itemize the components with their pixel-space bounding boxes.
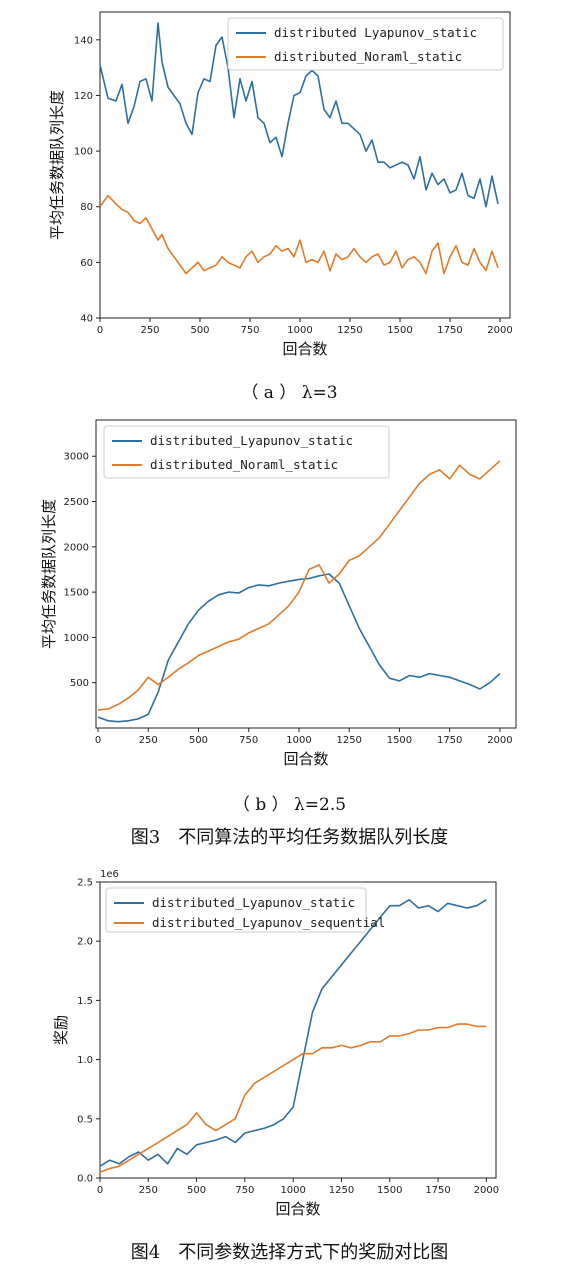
chart-b-queue-length: 0 250 500 750 1000 1250 1500 1750 2000 500 1000 150… [40,419,517,768]
series-line-1 [97,573,501,723]
series-line-1 [99,898,487,1167]
x-tick-label: 500 [187,1185,206,1196]
y-tick-label: 2.5 [77,878,93,889]
x-tick-label: 750 [235,1185,254,1196]
x-axis-label: 回合数 [275,1200,320,1218]
chart-reward-comparison: 0 250 500 750 1000 1250 1500 1750 2000 0.0 0.5 1.0 1… [52,869,499,1218]
x-tick-label: 250 [139,1185,158,1196]
plot-frame [99,881,497,1179]
y-tick-label: 1500 [64,588,89,599]
x-tick-label: 500 [189,735,208,746]
plot-frame [95,419,517,729]
legend-box [103,425,390,479]
plot-frame [99,11,511,319]
legend-box [105,887,367,933]
y-axis-label: 奖励 [52,1015,70,1045]
series-line-1 [99,22,499,208]
x-tick-label: 750 [239,735,258,746]
x-tick-label: 0 [95,735,101,746]
x-tick-label: 250 [140,325,159,336]
chart-a-queue-length: 0 250 500 750 1000 1250 1500 1750 2000 40 60 80 100 1… [48,11,513,358]
legend-label-1: distributed_Lyapunov_static [150,433,353,448]
y-tick-label: 0.5 [77,1114,93,1125]
y-tick-label: 3000 [64,452,89,463]
y-axis-label: 平均任务数据队列长度 [40,499,58,649]
y-tick-label: 80 [80,202,93,213]
legend-label-1: distributed_Lyapunov_static [152,895,355,910]
x-tick-label: 1000 [287,325,312,336]
x-axis-label: 回合数 [282,340,327,358]
legend-label-1: distributed Lyapunov_static [274,25,477,40]
y-axis-label: 平均任务数据队列长度 [48,90,66,240]
y-tick-label: 2500 [64,497,89,508]
y-tick-label: 120 [74,91,93,102]
x-tick-label: 2000 [474,1185,499,1196]
y-tick-label: 1.5 [77,996,93,1007]
caption-figure-3: 图3 不同算法的平均任务数据队列长度 [130,827,449,848]
x-tick-label: 1750 [425,1185,450,1196]
y-tick-label: 1000 [64,633,89,644]
x-tick-label: 2000 [487,735,512,746]
x-tick-label: 1500 [387,735,412,746]
legend-box [227,17,504,71]
caption-sub-b: （ b ） λ=2.5 [232,795,347,815]
legend-label-2: distributed_Noraml_static [274,49,462,64]
caption-figure-4: 图4 不同参数选择方式下的奖励对比图 [130,1242,449,1263]
x-tick-label: 750 [240,325,259,336]
series-line-2 [99,194,499,275]
caption-sub-a: （ a ） λ=3 [241,383,338,403]
x-tick-label: 1250 [336,735,361,746]
x-tick-label: 250 [139,735,158,746]
x-tick-label: 1250 [329,1185,354,1196]
x-tick-label: 1500 [377,1185,402,1196]
x-tick-label: 1000 [280,1185,305,1196]
y-tick-label: 0.0 [77,1174,93,1185]
x-tick-label: 500 [190,325,209,336]
legend-label-2: distributed_Lyapunov_sequential [152,915,385,930]
x-tick-label: 0 [97,325,103,336]
x-tick-label: 1250 [337,325,362,336]
x-axis-label: 回合数 [283,750,328,768]
y-tick-label: 1.0 [77,1055,93,1066]
y-tick-label: 500 [70,678,89,689]
x-tick-label: 1500 [387,325,412,336]
y-tick-label: 100 [74,147,93,158]
legend-label-2: distributed_Noraml_static [150,457,338,472]
y-tick-label: 60 [80,258,93,269]
x-tick-label: 1000 [286,735,311,746]
series-line-2 [99,1023,487,1173]
y-offset-label: 1e6 [100,869,119,880]
x-tick-label: 1750 [437,325,462,336]
series-line-2 [97,460,501,711]
y-tick-label: 2.0 [77,937,93,948]
x-tick-label: 2000 [487,325,512,336]
x-tick-label: 1750 [437,735,462,746]
y-tick-label: 2000 [64,542,89,553]
y-tick-label: 140 [74,35,93,46]
x-tick-label: 0 [97,1185,103,1196]
y-tick-label: 40 [80,314,93,325]
